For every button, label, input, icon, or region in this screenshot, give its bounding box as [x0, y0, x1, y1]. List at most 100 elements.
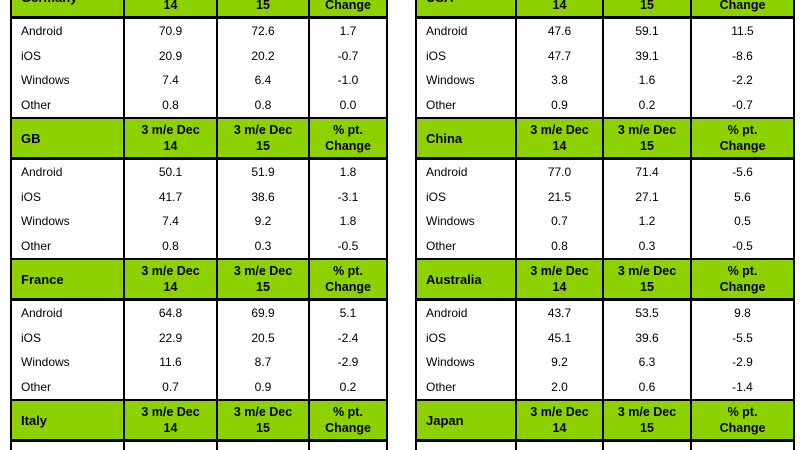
- country-table: China 3 m/e Dec 14 3 m/e Dec 15 % pt. Ch…: [415, 117, 795, 258]
- col-header-line1: 3 m/e Dec: [141, 405, 200, 419]
- col-header-dec-14: 3 m/e Dec 14: [515, 260, 602, 298]
- col-header-dec-14: 3 m/e Dec 14: [515, 119, 602, 157]
- table-row: Android 77.0 71.4 -5.6: [417, 160, 793, 185]
- value-dec-15: 27.1: [602, 184, 690, 209]
- value-dec-14: 0.8: [515, 233, 602, 258]
- value-dec-15: 8.7: [216, 350, 308, 375]
- table-row: Android 47.6 59.1 11.5: [417, 19, 793, 44]
- value-pct-change: 5.6: [690, 184, 793, 209]
- col-header-line2: 15: [256, 139, 270, 153]
- country-name: France: [21, 271, 64, 287]
- country-name: Germany: [12, 0, 123, 16]
- col-header-dec-14: 3 m/e Dec 14: [515, 401, 602, 439]
- value-dec-15: 71.4: [602, 160, 690, 185]
- country-table: Australia 3 m/e Dec 14 3 m/e Dec 15 % pt…: [415, 258, 795, 399]
- value-dec-14: 11.6: [123, 350, 216, 375]
- table-row: Android 64.8 69.9 5.1: [12, 301, 386, 326]
- table-row: iOS 47.7 39.1 -8.6: [417, 43, 793, 68]
- platform-label: [417, 442, 515, 450]
- value-dec-14: 7.4: [123, 209, 216, 234]
- table-row: Other 0.7 0.9 0.2: [12, 374, 386, 399]
- country-table: Germany 3 m/e Dec 14 3 m/e Dec 15 % pt. …: [10, 0, 388, 117]
- table-row: iOS 21.5 27.1 5.6: [417, 184, 793, 209]
- col-header-line2: 14: [163, 0, 178, 12]
- platform-label: [12, 442, 123, 450]
- value-pct-change: 0.2: [308, 374, 386, 399]
- platform-label: Windows: [426, 355, 475, 370]
- col-header-line2: 15: [640, 0, 654, 12]
- value-dec-15: 20.2: [216, 43, 308, 68]
- value-pct-change: -2.4: [308, 325, 386, 350]
- col-header-dec-15: 3 m/e Dec 15: [602, 260, 690, 298]
- table-body: [415, 442, 795, 450]
- col-header-dec-15: 3 m/e Dec 15: [216, 260, 308, 298]
- table-row: [12, 442, 386, 450]
- platform-label: Android: [426, 306, 468, 321]
- value-pct-change: 11.5: [690, 19, 793, 44]
- col-header-dec-15: 3 m/e Dec 15: [216, 0, 308, 16]
- col-header-line1: 3 m/e Dec: [530, 123, 589, 137]
- value-dec-14: 47.6: [515, 19, 602, 44]
- col-header-line2: 15: [256, 421, 270, 435]
- table-body: Android 64.8 69.9 5.1 iOS 22.9 20.5 -2.4…: [10, 301, 388, 399]
- col-header-line2: 15: [640, 139, 654, 153]
- value-dec-15: 0.6: [602, 374, 690, 399]
- value-pct-change: [308, 442, 386, 450]
- table-header-row: Japan 3 m/e Dec 14 3 m/e Dec 15 % pt. Ch…: [415, 399, 795, 442]
- platform-label: Windows: [21, 214, 70, 229]
- col-header-line1: % pt.: [727, 405, 758, 419]
- country-name: GB: [21, 130, 41, 146]
- platform-label: iOS: [426, 330, 447, 345]
- value-dec-15: 6.3: [602, 350, 690, 375]
- platform-label: Android: [21, 306, 63, 321]
- col-header-line1: 3 m/e Dec: [141, 264, 200, 278]
- col-header-pct-change: % pt. Change: [308, 0, 386, 16]
- table-header-row: USA 3 m/e Dec 14 3 m/e Dec 15 % pt. Chan…: [415, 0, 795, 19]
- value-pct-change: -0.5: [308, 233, 386, 258]
- value-pct-change: -1.4: [690, 374, 793, 399]
- col-header-pct-change: % pt. Change: [308, 119, 386, 157]
- col-header-dec-14: 3 m/e Dec 14: [123, 0, 216, 16]
- value-pct-change: 1.8: [308, 160, 386, 185]
- col-header-line1: % pt.: [333, 264, 363, 278]
- value-dec-14: 50.1: [123, 160, 216, 185]
- value-dec-15: 0.3: [216, 233, 308, 258]
- value-dec-14: 45.1: [515, 325, 602, 350]
- table-header-row: GB 3 m/e Dec 14 3 m/e Dec 15 % pt. Chang…: [10, 117, 388, 160]
- col-header-pct-change: % pt. Change: [690, 119, 793, 157]
- table-body: [10, 442, 388, 450]
- value-pct-change: 9.8: [690, 301, 793, 326]
- col-header-pct-change: % pt. Change: [690, 401, 793, 439]
- col-header-line1: 3 m/e Dec: [617, 405, 677, 419]
- col-header-line2: Change: [719, 0, 766, 12]
- platform-label: iOS: [426, 48, 447, 63]
- table-header-row: China 3 m/e Dec 14 3 m/e Dec 15 % pt. Ch…: [415, 117, 795, 160]
- col-header-line2: Change: [325, 421, 371, 435]
- value-dec-14: 7.4: [123, 68, 216, 93]
- col-header-pct-change: % pt. Change: [308, 260, 386, 298]
- col-header-line2: Change: [325, 0, 371, 12]
- value-pct-change: -2.9: [308, 350, 386, 375]
- platform-label: Windows: [426, 214, 475, 229]
- value-dec-15: 9.2: [216, 209, 308, 234]
- col-header-line1: 3 m/e Dec: [233, 264, 293, 278]
- value-dec-15: 1.2: [602, 209, 690, 234]
- value-dec-14: 77.0: [515, 160, 602, 185]
- value-dec-15: 0.2: [602, 92, 690, 117]
- value-dec-14: [515, 442, 602, 450]
- col-header-line2: 15: [640, 421, 654, 435]
- col-header-line2: 15: [640, 280, 654, 294]
- value-dec-15: 38.6: [216, 184, 308, 209]
- col-header-line2: 14: [163, 280, 178, 294]
- platform-label: Other: [426, 238, 457, 253]
- table-header-row: Australia 3 m/e Dec 14 3 m/e Dec 15 % pt…: [415, 258, 795, 301]
- table-header-row: Germany 3 m/e Dec 14 3 m/e Dec 15 % pt. …: [10, 0, 388, 19]
- country-name: Italy: [21, 412, 48, 428]
- table-row: Windows 9.2 6.3 -2.9: [417, 350, 793, 375]
- col-header-dec-15: 3 m/e Dec 15: [216, 119, 308, 157]
- value-dec-14: 47.7: [515, 43, 602, 68]
- value-dec-15: 0.8: [216, 92, 308, 117]
- col-header-line2: Change: [325, 139, 371, 153]
- col-header-pct-change: % pt. Change: [308, 401, 386, 439]
- value-pct-change: -3.1: [308, 184, 386, 209]
